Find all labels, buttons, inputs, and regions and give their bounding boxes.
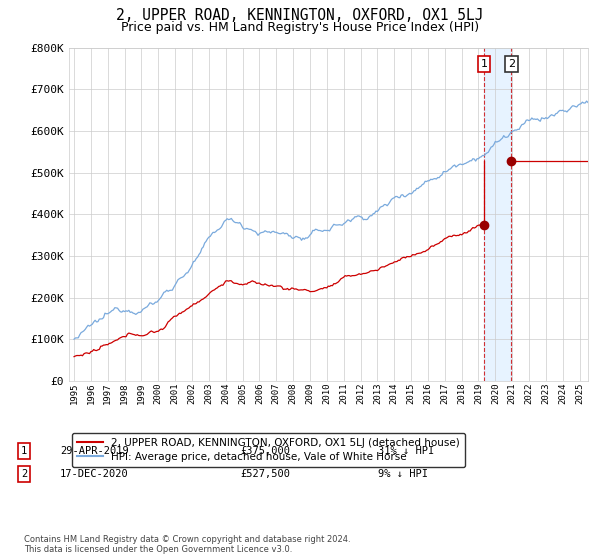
Text: 1: 1 xyxy=(481,59,488,69)
Text: £375,000: £375,000 xyxy=(240,446,290,456)
Text: 1: 1 xyxy=(21,446,27,456)
Text: Price paid vs. HM Land Registry's House Price Index (HPI): Price paid vs. HM Land Registry's House … xyxy=(121,21,479,34)
Text: Contains HM Land Registry data © Crown copyright and database right 2024.: Contains HM Land Registry data © Crown c… xyxy=(24,535,350,544)
Bar xyxy=(484,48,511,381)
Text: 17-DEC-2020: 17-DEC-2020 xyxy=(60,469,129,479)
Text: 29-APR-2019: 29-APR-2019 xyxy=(60,446,129,456)
Text: 2: 2 xyxy=(21,469,27,479)
Text: £527,500: £527,500 xyxy=(240,469,290,479)
Text: This data is licensed under the Open Government Licence v3.0.: This data is licensed under the Open Gov… xyxy=(24,545,292,554)
Text: 31% ↓ HPI: 31% ↓ HPI xyxy=(378,446,434,456)
Legend: 2, UPPER ROAD, KENNINGTON, OXFORD, OX1 5LJ (detached house), HPI: Average price,: 2, UPPER ROAD, KENNINGTON, OXFORD, OX1 5… xyxy=(71,433,465,467)
Text: 2: 2 xyxy=(508,59,515,69)
Text: 9% ↓ HPI: 9% ↓ HPI xyxy=(378,469,428,479)
Text: 2, UPPER ROAD, KENNINGTON, OXFORD, OX1 5LJ: 2, UPPER ROAD, KENNINGTON, OXFORD, OX1 5… xyxy=(116,8,484,24)
